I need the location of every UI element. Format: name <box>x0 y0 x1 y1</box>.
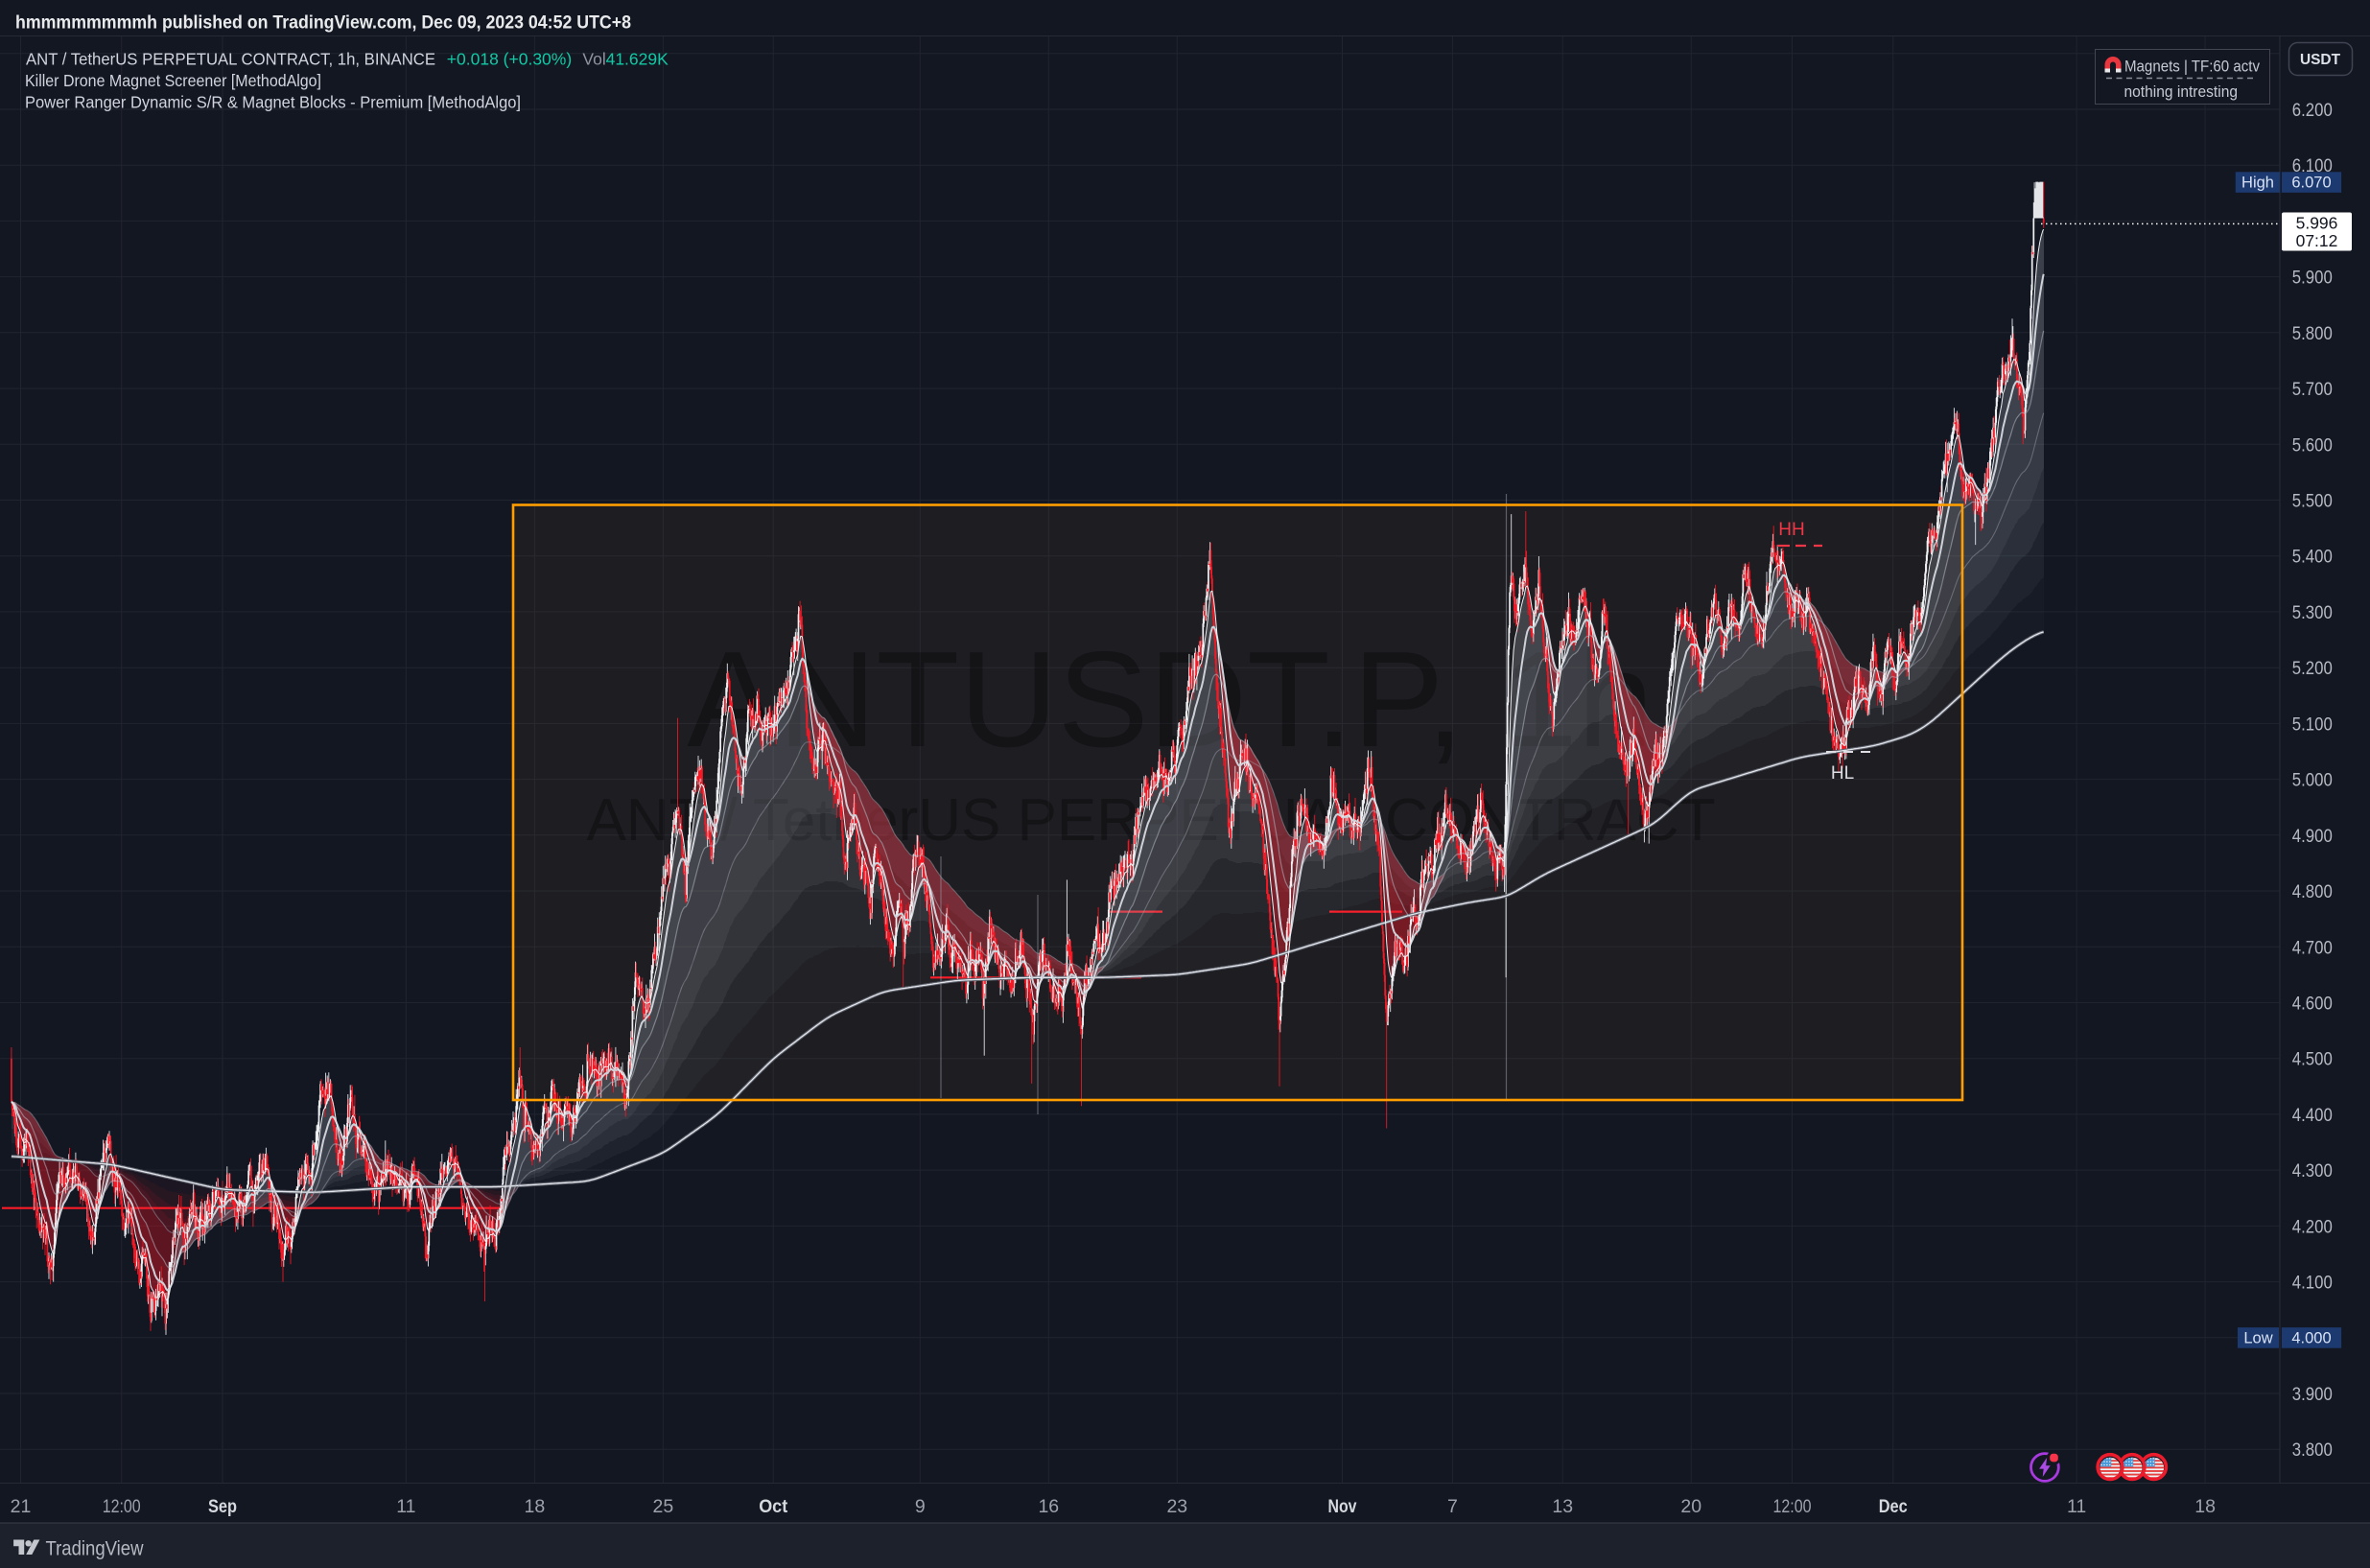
svg-text:12:00: 12:00 <box>1773 1496 1812 1517</box>
svg-text:ANT / TetherUS PERPETUAL CONTR: ANT / TetherUS PERPETUAL CONTRACT <box>586 787 1715 854</box>
svg-text:Dec: Dec <box>1879 1496 1908 1517</box>
svg-text:3.800: 3.800 <box>2292 1440 2333 1461</box>
svg-text:12:00: 12:00 <box>103 1496 141 1517</box>
svg-text:5.500: 5.500 <box>2292 492 2333 512</box>
svg-text:5.996: 5.996 <box>2296 214 2338 233</box>
svg-text:7: 7 <box>1447 1496 1458 1517</box>
svg-text:9: 9 <box>915 1496 926 1517</box>
svg-text:TradingView: TradingView <box>46 1538 145 1560</box>
svg-text:07:12: 07:12 <box>2296 231 2338 250</box>
svg-text:18: 18 <box>2194 1496 2216 1517</box>
svg-text:5.600: 5.600 <box>2292 435 2333 456</box>
svg-text:Magnets | TF:60 actv: Magnets | TF:60 actv <box>2124 59 2261 76</box>
svg-text:5.000: 5.000 <box>2292 771 2333 791</box>
svg-text:4.400: 4.400 <box>2292 1106 2333 1126</box>
svg-text:25: 25 <box>653 1496 674 1517</box>
svg-text:41.629K: 41.629K <box>606 49 669 68</box>
svg-text:Killer Drone Magnet Screener [: Killer Drone Magnet Screener [MethodAlgo… <box>25 71 321 90</box>
svg-text:High: High <box>2241 175 2274 192</box>
svg-text:4.300: 4.300 <box>2292 1161 2333 1182</box>
svg-text:13: 13 <box>1552 1496 1573 1517</box>
svg-text:4.100: 4.100 <box>2292 1274 2333 1294</box>
svg-text:5.200: 5.200 <box>2292 659 2333 679</box>
svg-text:ANT / TetherUS PERPETUAL CONTR: ANT / TetherUS PERPETUAL CONTRACT, 1h, B… <box>26 49 435 68</box>
svg-text:Sep: Sep <box>208 1496 237 1517</box>
svg-text:4.500: 4.500 <box>2292 1050 2333 1070</box>
svg-text:Power Ranger Dynamic S/R & Mag: Power Ranger Dynamic S/R & Magnet Blocks… <box>25 93 521 112</box>
svg-text:Oct: Oct <box>759 1496 787 1517</box>
svg-text:4.200: 4.200 <box>2292 1217 2333 1237</box>
svg-text:21: 21 <box>11 1496 32 1517</box>
svg-text:5.400: 5.400 <box>2292 548 2333 568</box>
svg-text:18: 18 <box>525 1496 546 1517</box>
svg-text:5.900: 5.900 <box>2292 269 2333 289</box>
svg-text:4.000: 4.000 <box>2291 1330 2331 1347</box>
svg-text:6.100: 6.100 <box>2292 156 2333 176</box>
svg-text:HH: HH <box>1778 520 1804 540</box>
svg-text:USDT: USDT <box>2300 52 2340 68</box>
svg-text:20: 20 <box>1680 1496 1701 1517</box>
svg-text:ANTUSDT.P, 1h: ANTUSDT.P, 1h <box>687 623 1654 776</box>
svg-text:11: 11 <box>396 1496 415 1517</box>
svg-text:+0.018 (+0.30%): +0.018 (+0.30%) <box>447 49 572 68</box>
svg-text:6.070: 6.070 <box>2291 175 2331 192</box>
svg-text:23: 23 <box>1166 1496 1187 1517</box>
svg-text:Nov: Nov <box>1328 1496 1357 1517</box>
svg-text:nothing intresting: nothing intresting <box>2124 83 2239 101</box>
svg-text:Vol: Vol <box>582 49 605 68</box>
svg-text:4.800: 4.800 <box>2292 882 2333 902</box>
svg-text:5.100: 5.100 <box>2292 714 2333 735</box>
svg-text:4.900: 4.900 <box>2292 827 2333 847</box>
svg-text:16: 16 <box>1038 1496 1059 1517</box>
svg-text:6.200: 6.200 <box>2292 101 2333 121</box>
svg-text:4.600: 4.600 <box>2292 995 2333 1015</box>
svg-text:Low: Low <box>2243 1330 2272 1347</box>
svg-text:4.700: 4.700 <box>2292 938 2333 958</box>
svg-text:5.300: 5.300 <box>2292 603 2333 623</box>
svg-text:11: 11 <box>2067 1496 2086 1517</box>
svg-text:HL: HL <box>1831 763 1854 784</box>
svg-text:hmmmmmmmmh published on Tradin: hmmmmmmmmh published on TradingView.com,… <box>15 13 631 34</box>
svg-text:5.800: 5.800 <box>2292 324 2333 344</box>
svg-text:3.900: 3.900 <box>2292 1385 2333 1405</box>
svg-text:5.700: 5.700 <box>2292 380 2333 400</box>
